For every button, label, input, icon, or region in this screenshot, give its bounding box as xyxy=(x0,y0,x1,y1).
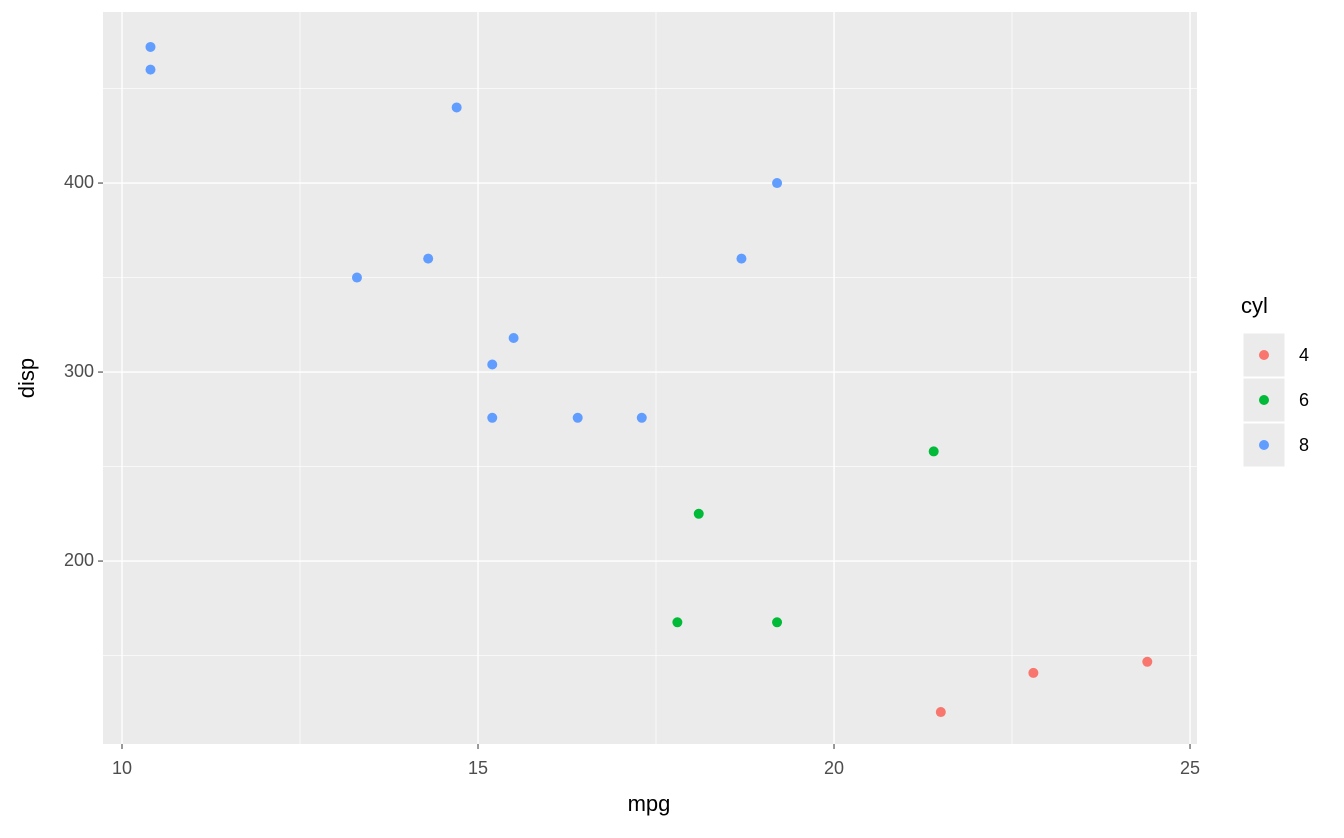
point xyxy=(772,178,783,189)
legend-marker xyxy=(1259,395,1269,405)
point xyxy=(672,617,683,628)
point xyxy=(487,359,498,370)
x-tick-label: 10 xyxy=(112,758,132,778)
point xyxy=(636,412,647,423)
legend-label: 8 xyxy=(1299,435,1309,455)
point xyxy=(693,508,704,519)
x-tick-label: 15 xyxy=(468,758,488,778)
point xyxy=(145,64,156,75)
x-tick-label: 20 xyxy=(824,758,844,778)
y-tick-label: 300 xyxy=(64,361,94,381)
x-axis-title: mpg xyxy=(628,791,671,816)
y-tick-label: 400 xyxy=(64,172,94,192)
legend-label: 6 xyxy=(1299,390,1309,410)
point xyxy=(736,253,747,264)
point xyxy=(772,617,783,628)
point xyxy=(508,333,519,344)
point xyxy=(1142,656,1153,667)
point xyxy=(935,707,946,718)
panel xyxy=(103,12,1197,744)
point xyxy=(572,412,583,423)
y-tick-label: 200 xyxy=(64,550,94,570)
legend-marker xyxy=(1259,350,1269,360)
x-tick-label: 25 xyxy=(1180,758,1200,778)
point xyxy=(351,272,362,283)
y-axis-title: disp xyxy=(14,358,39,398)
point xyxy=(928,446,939,457)
legend-title: cyl xyxy=(1241,293,1268,318)
point xyxy=(145,41,156,52)
legend-key xyxy=(1242,332,1286,378)
point xyxy=(423,253,434,264)
point xyxy=(487,412,498,423)
point xyxy=(451,102,462,113)
point xyxy=(1028,667,1039,678)
legend-marker xyxy=(1259,440,1269,450)
legend-label: 4 xyxy=(1299,345,1309,365)
